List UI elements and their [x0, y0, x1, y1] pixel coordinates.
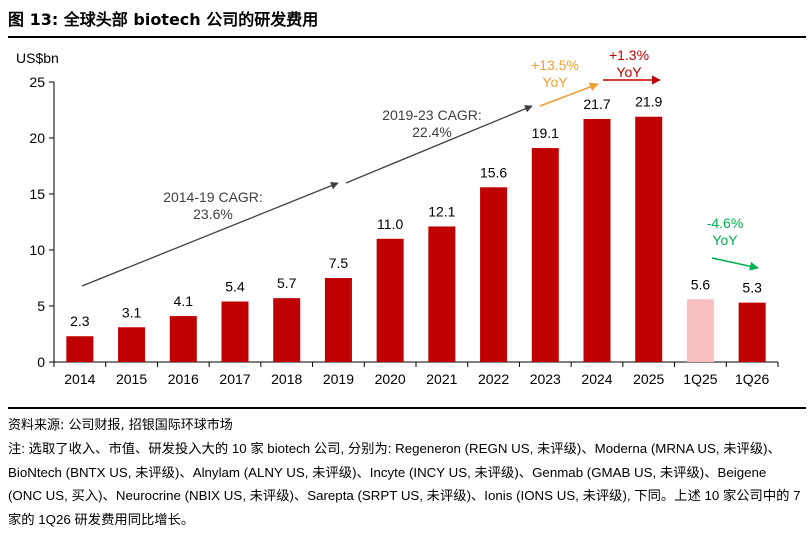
x-tick-label-2017: 2017 [219, 371, 250, 387]
x-tick-label-2015: 2015 [116, 371, 147, 387]
data-label-1Q25: 5.6 [691, 276, 711, 292]
data-label-2021: 12.1 [428, 203, 455, 219]
cagr-2014-19-label-line-1: 2014-19 CAGR: [163, 189, 263, 205]
x-tick-label-1Q25: 1Q25 [683, 371, 717, 387]
y-tick-label: 15 [29, 186, 45, 202]
data-label-2023: 19.1 [532, 125, 559, 141]
x-tick-label-1Q26: 1Q26 [735, 371, 769, 387]
bar-2022 [480, 187, 508, 362]
bar-2024 [583, 118, 611, 363]
bar-2018 [273, 298, 301, 362]
bar-2017 [221, 301, 249, 362]
cagr-2019-23-arrow [345, 105, 533, 184]
bar-2019 [324, 278, 352, 362]
figure-title: 图 13: 全球头部 biotech 公司的研发费用 [8, 10, 319, 29]
yoy-1q26-green-arrow [711, 257, 759, 271]
bar-2014 [66, 336, 94, 362]
cagr-2014-19-label-line-2: 23.6% [193, 206, 233, 222]
data-label-2024: 21.7 [583, 96, 610, 112]
yoy-1-3-label-line-1: +1.3% [609, 47, 649, 63]
bar-2016 [169, 316, 197, 362]
bar-2023 [531, 148, 559, 362]
yoy-1-3-label-line-2: YoY [616, 64, 642, 80]
data-label-1Q26: 5.3 [742, 280, 762, 296]
data-label-2019: 7.5 [329, 255, 349, 271]
x-tick-label-2014: 2014 [64, 371, 95, 387]
x-tick-label-2022: 2022 [478, 371, 509, 387]
data-label-2015: 3.1 [122, 304, 142, 320]
x-tick-label-2021: 2021 [426, 371, 457, 387]
data-label-2014: 2.3 [70, 313, 90, 329]
data-label-2025: 21.9 [635, 94, 662, 110]
x-tick-label-2018: 2018 [271, 371, 302, 387]
y-tick-label: 20 [29, 130, 45, 146]
cagr-2019-23-label-line-1: 2019-23 CAGR: [382, 107, 482, 123]
bar-2015 [118, 327, 146, 362]
bar-2020 [376, 238, 404, 362]
note-text: 注: 选取了收入、市值、研发投入大的 10 家 biotech 公司, 分别为:… [8, 441, 801, 527]
x-tick-label-2024: 2024 [581, 371, 612, 387]
source-divider [8, 407, 806, 409]
bar-2025 [635, 116, 663, 362]
yoy-13-5-label-line-1: +13.5% [531, 57, 579, 73]
bar-1Q26 [738, 302, 766, 362]
data-label-2022: 15.6 [480, 164, 507, 180]
data-label-2020: 11.0 [377, 216, 403, 232]
x-tick-label-2025: 2025 [633, 371, 664, 387]
source-text: 资料来源: 公司财报, 招银国际环球市场 [8, 418, 233, 433]
data-label-2016: 4.1 [174, 293, 194, 309]
x-tick-label-2020: 2020 [375, 371, 406, 387]
y-tick-label: 25 [29, 74, 45, 90]
bar-1Q25 [686, 299, 714, 362]
rd-expense-bar-chart: US$bn05101520252.320143.120154.120165.42… [16, 47, 779, 387]
x-tick-label-2016: 2016 [168, 371, 199, 387]
data-label-2017: 5.4 [225, 279, 245, 295]
title-divider [8, 36, 806, 38]
cagr-2019-23-label-line-2: 22.4% [412, 124, 452, 140]
yoy-neg-4-6-label-line-1: -4.6% [707, 215, 744, 231]
y-axis-unit-label: US$bn [16, 50, 59, 66]
yoy-neg-4-6-label-line-2: YoY [712, 232, 738, 248]
x-tick-label-2019: 2019 [323, 371, 354, 387]
y-tick-label: 5 [37, 298, 45, 314]
yoy-13-5-label-line-2: YoY [542, 74, 568, 90]
y-tick-label: 0 [37, 354, 45, 370]
bar-2021 [428, 226, 456, 362]
cagr-2014-19-arrow [81, 182, 339, 287]
y-tick-label: 10 [29, 242, 45, 258]
yoy-2025-orange-arrow [539, 82, 599, 107]
data-label-2018: 5.7 [277, 275, 297, 291]
x-tick-label-2023: 2023 [530, 371, 561, 387]
